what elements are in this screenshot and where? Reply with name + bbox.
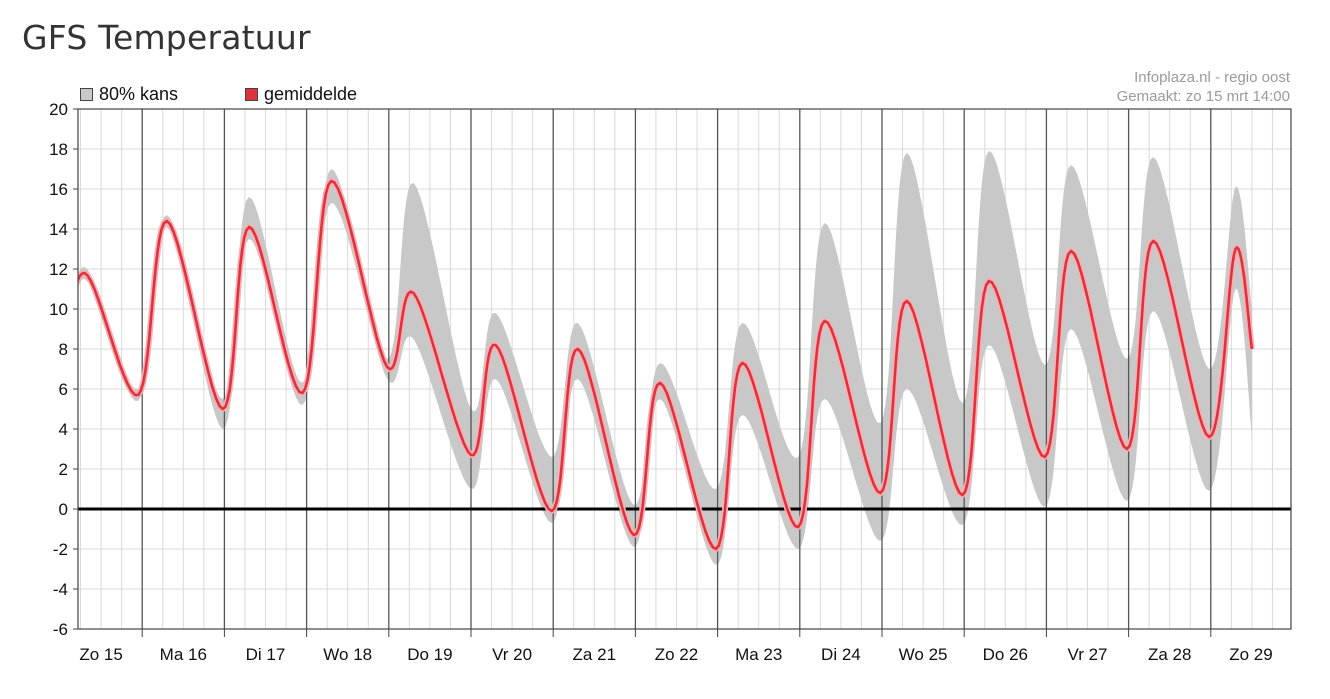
legend-label-range: 80% kans <box>99 84 179 104</box>
source-created: Gemaakt: zo 15 mrt 14:00 <box>1116 88 1290 105</box>
y-tick-label: 6 <box>59 380 68 399</box>
legend-label-mean: gemiddelde <box>264 84 358 104</box>
x-tick-label: Ma 16 <box>160 645 207 664</box>
x-tick-label: Wo 25 <box>899 645 948 664</box>
y-tick-label: -6 <box>53 620 68 639</box>
x-tick-label: Ma 23 <box>735 645 782 664</box>
x-tick-layer: Zo 15 Ma 16 Di 17 Wo 18 Do 19 Vr 20 Za 21 Zo 22… <box>79 629 1273 664</box>
x-tick-label: Vr 27 <box>1067 645 1107 664</box>
y-tick-label: 14 <box>49 220 68 239</box>
y-tick-label: 2 <box>59 460 68 479</box>
x-tick-label: Di 24 <box>821 645 861 664</box>
y-tick-label: 4 <box>59 420 68 439</box>
x-tick-label: Do 26 <box>983 645 1028 664</box>
x-tick-label: Zo 29 <box>1229 645 1272 664</box>
x-tick-label: Wo 18 <box>323 645 372 664</box>
source-provider: Infoplaza.nl - regio oost <box>1134 69 1290 86</box>
x-tick-label: Zo 15 <box>79 645 122 664</box>
legend-swatch-mean <box>245 88 258 101</box>
x-tick-label: Di 17 <box>246 645 286 664</box>
mean-line <box>78 179 1254 551</box>
legend-item-range: 80% kans <box>80 84 178 105</box>
y-tick-label: 16 <box>49 180 68 199</box>
band-80-percent <box>78 151 1252 565</box>
legend-item-mean: gemiddelde <box>245 84 357 105</box>
y-tick-label: -2 <box>53 540 68 559</box>
x-tick-label: Do 19 <box>407 645 452 664</box>
x-tick-label: Za 21 <box>573 645 616 664</box>
source-info: Infoplaza.nl - regio oost Gemaakt: zo 15… <box>1117 68 1290 106</box>
y-tick-label: 18 <box>49 140 68 159</box>
y-tick-label: 12 <box>49 260 68 279</box>
y-tick-label: 0 <box>59 500 68 519</box>
page-title: GFS Temperatuur <box>22 18 311 57</box>
plot-frame <box>77 108 1292 630</box>
y-tick-label: -4 <box>53 580 68 599</box>
plot-frame-layer <box>77 108 1292 630</box>
legend-swatch-range <box>80 88 93 101</box>
x-tick-label: Za 28 <box>1148 645 1191 664</box>
x-tick-label: Vr 20 <box>492 645 532 664</box>
day-divider-layer <box>141 109 1212 629</box>
y-tick-label: 20 <box>49 100 68 119</box>
band-layer <box>78 151 1252 565</box>
y-tick-label: 10 <box>49 300 68 319</box>
y-tick-label: 8 <box>59 340 68 359</box>
x-tick-label: Zo 22 <box>655 645 698 664</box>
mean-line-layer <box>78 178 1255 552</box>
